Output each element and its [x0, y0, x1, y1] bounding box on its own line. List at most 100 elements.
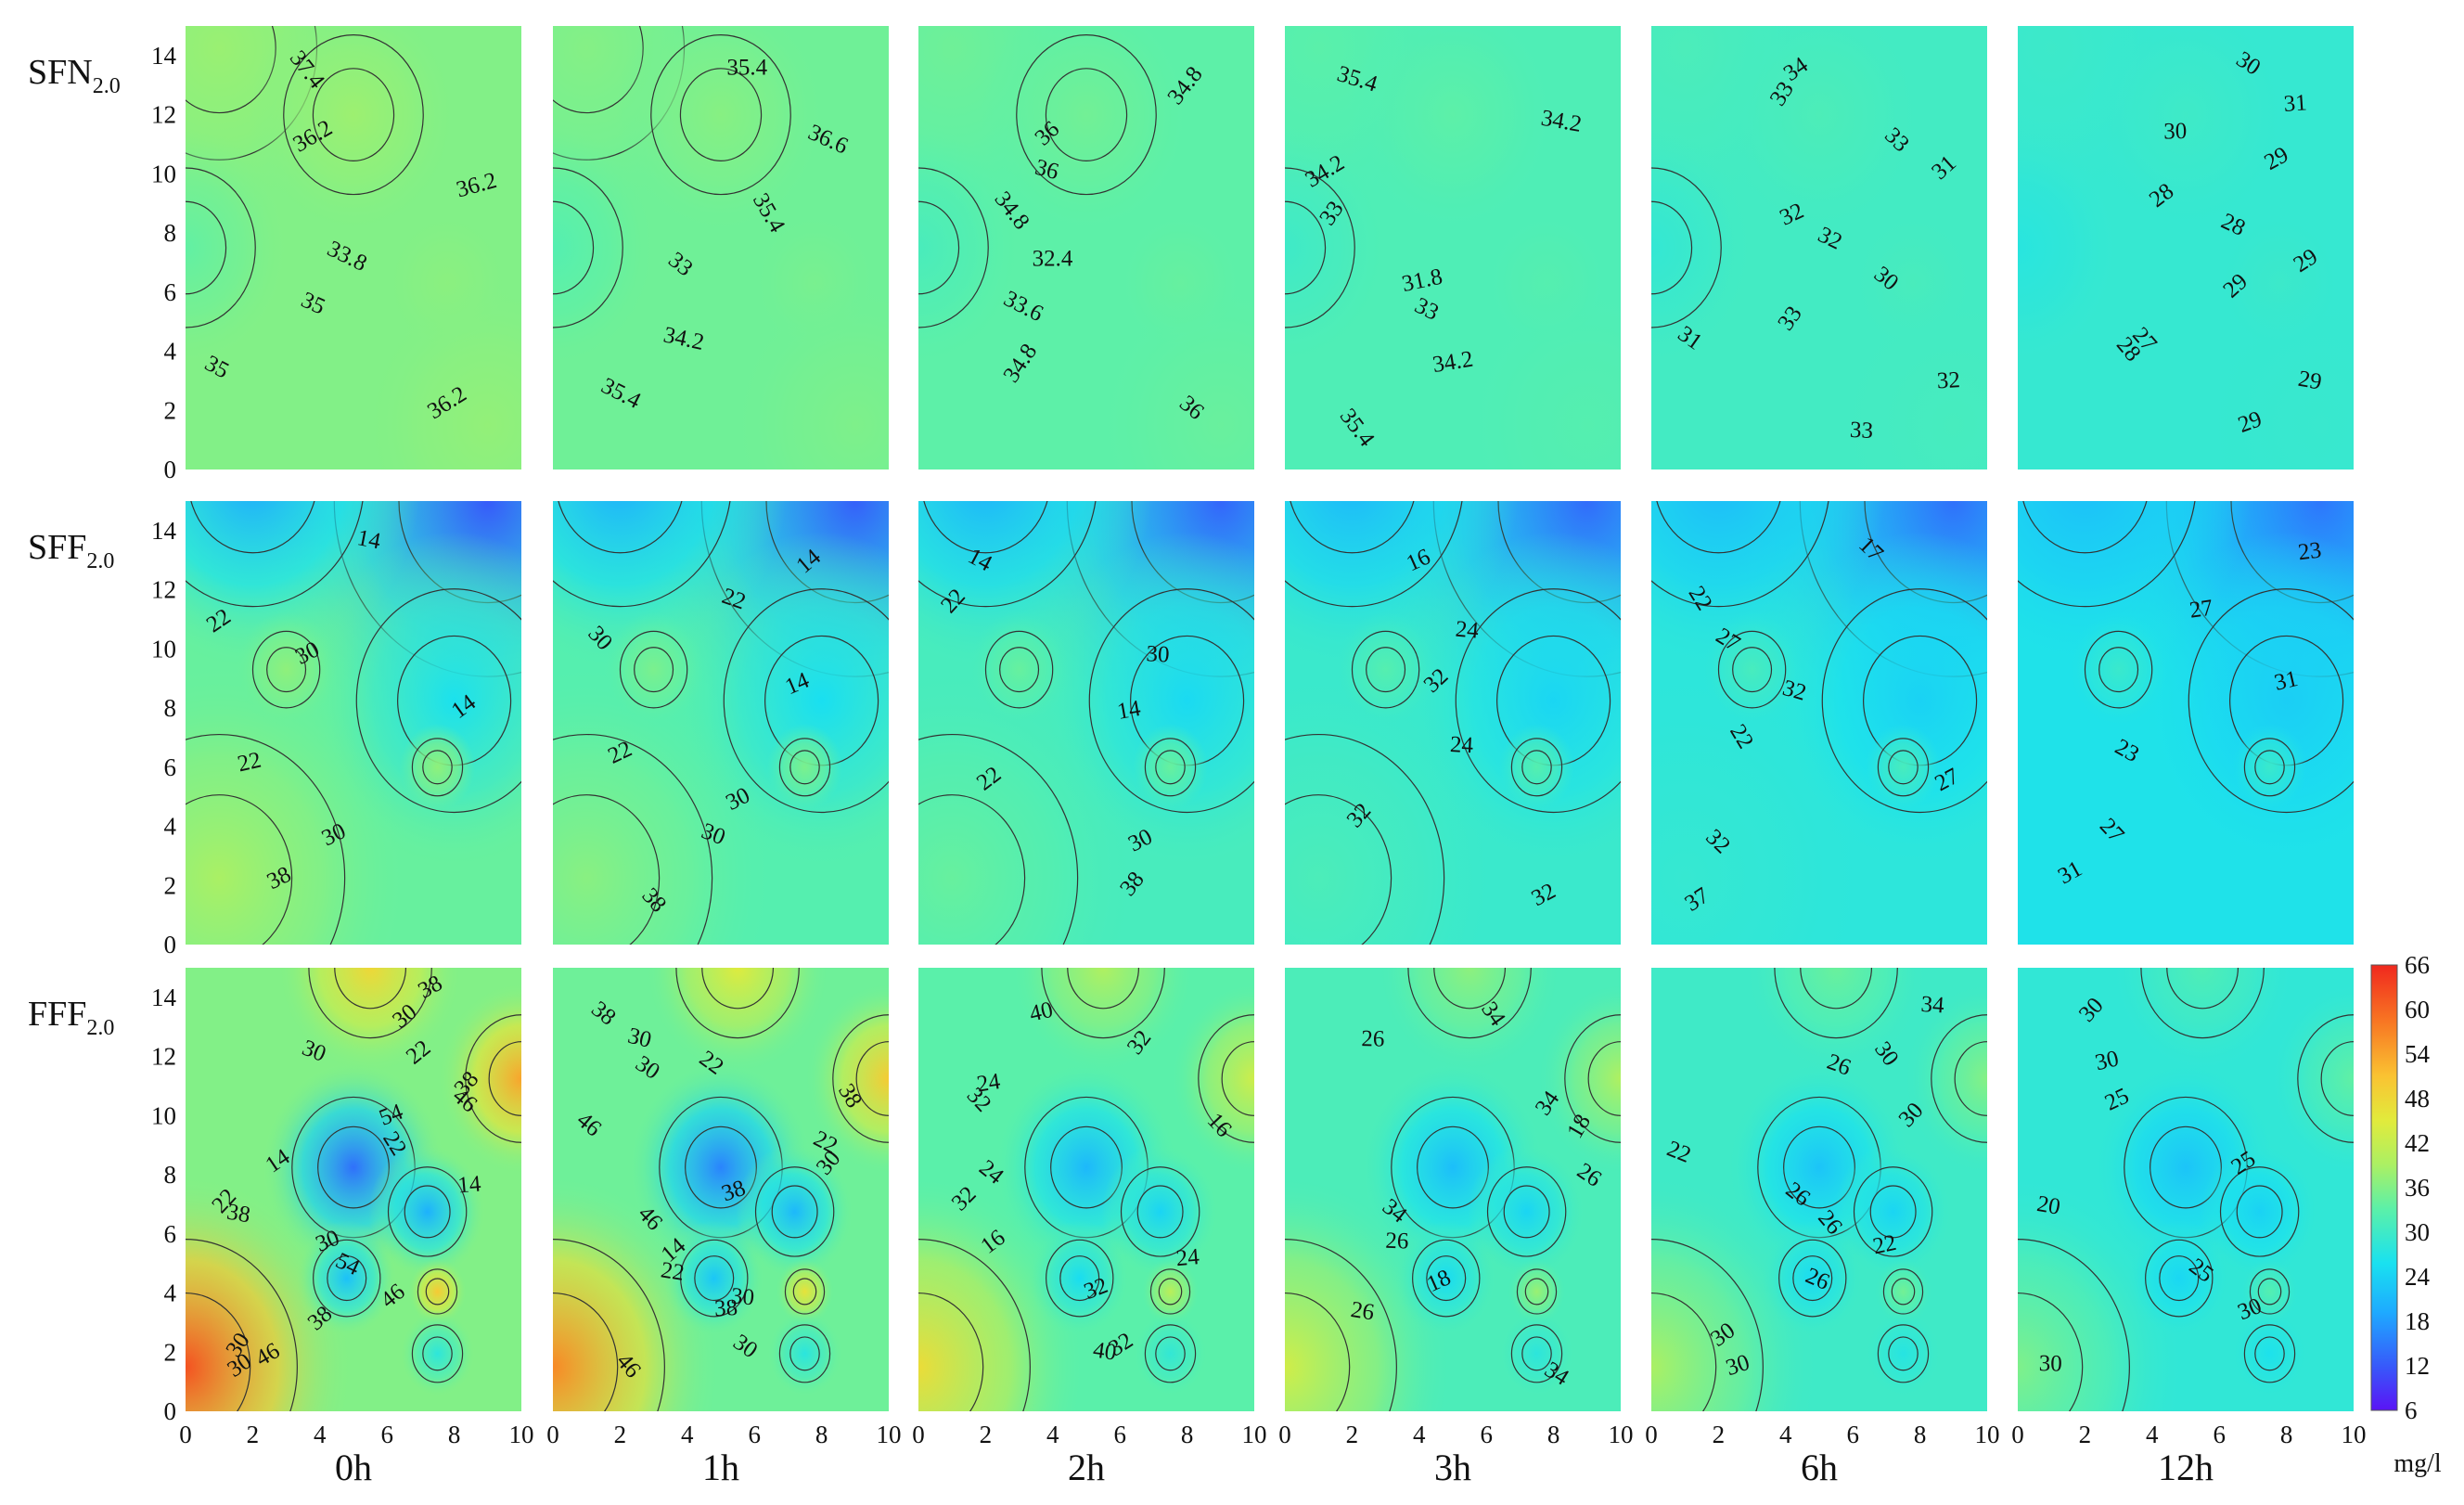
contour-line [1524, 1278, 1549, 1306]
contour-label: 40 [1027, 997, 1055, 1027]
field-blob [2269, 982, 2354, 1176]
contour-label: 30 [730, 1283, 755, 1310]
field-blob [1498, 723, 1575, 811]
colorbar-tick-label: 66 [2405, 951, 2430, 979]
contour-line [771, 1185, 818, 1239]
field-blob [553, 501, 788, 673]
contour-line [918, 1239, 1031, 1411]
field-blob [186, 1174, 353, 1411]
contour-line [1792, 1255, 1833, 1302]
contour-label: 35.4 [726, 55, 767, 80]
contour-line [553, 167, 623, 328]
x-tick-label: 8 [1914, 1421, 1927, 1448]
contour-label: 30 [1146, 641, 1170, 667]
contour-label: 30 [2093, 1046, 2121, 1075]
contour-label: 22 [236, 748, 263, 778]
colorbar-tick-label: 12 [2405, 1352, 2430, 1380]
contour-label: 14 [456, 1171, 482, 1198]
colorbar-tick-label: 54 [2405, 1040, 2431, 1068]
contour-label: 14 [355, 525, 383, 554]
x-tick-label: 10 [877, 1421, 902, 1448]
contour-line [1774, 968, 1898, 1039]
contour-line [723, 588, 889, 814]
contour-line [2084, 630, 2153, 709]
x-tick-label: 0 [912, 1421, 925, 1448]
contour-label: 24 [975, 1069, 1002, 1098]
y-tick-label: 0 [164, 1397, 177, 1425]
field-blob [804, 982, 889, 1176]
x-tick-label: 2 [2079, 1421, 2092, 1448]
x-tick-label: 6 [1480, 1421, 1493, 1448]
contour-line [1486, 1166, 1567, 1257]
colorbar-unit: mg/l [2393, 1449, 2442, 1478]
contour-line [553, 733, 713, 945]
y-tick-label: 10 [151, 1101, 176, 1129]
colorbar-tick-label: 48 [2405, 1085, 2430, 1113]
contour-line [1510, 738, 1563, 797]
field-blob [236, 611, 337, 728]
contour-line [2140, 968, 2265, 1039]
contour-line [1285, 200, 1327, 295]
contour-label: 40 [1091, 1337, 1118, 1365]
contour-line [422, 750, 453, 785]
field-blob [1095, 280, 1254, 470]
contour-label: 27 [2188, 596, 2215, 624]
contour-label: 24 [1175, 1244, 1201, 1271]
contour-label: 20 [2035, 1191, 2062, 1220]
contour-line [1290, 501, 1415, 554]
field-blob [437, 982, 521, 1176]
field-blob [736, 1144, 853, 1280]
x-tick-label: 2 [980, 1421, 993, 1448]
contour-line [1433, 968, 1507, 1010]
contour-line [1651, 1292, 1717, 1411]
field-blob [2201, 1144, 2318, 1280]
contour-line [553, 200, 595, 295]
contour-label: 26 [1361, 1026, 1384, 1051]
y-tick-label: 8 [164, 1161, 177, 1189]
contour-line [1587, 1041, 1621, 1116]
contour-line [2254, 750, 2285, 785]
colorbar-tick-label: 60 [2405, 996, 2430, 1023]
contour-label: 30 [2163, 119, 2187, 144]
contour-line [1045, 68, 1128, 161]
y-tick-label: 12 [151, 101, 176, 129]
field-blob [553, 661, 776, 945]
contour-line [186, 1239, 298, 1411]
x-tick-label: 10 [509, 1421, 534, 1448]
contour-line [694, 1255, 735, 1302]
field-blob [1762, 1220, 1864, 1337]
contour-line [999, 647, 1040, 693]
contour-line [1869, 1185, 1917, 1239]
field-blob [399, 723, 476, 811]
column-label-1h: 1h [702, 1447, 739, 1488]
field-blob [1743, 968, 1929, 1074]
field-blob [1651, 1174, 1819, 1411]
contour-line [1155, 750, 1186, 785]
colorbar-tick-label: 6 [2405, 1396, 2418, 1424]
contour-line [778, 738, 831, 797]
field-blob [2018, 126, 2124, 369]
contour-line [832, 1014, 889, 1143]
contour-line [634, 647, 674, 693]
contour-line [1651, 200, 1693, 295]
contour-line [313, 1239, 381, 1318]
colorbar-tick-label: 18 [2405, 1307, 2430, 1335]
contour-line [558, 501, 683, 554]
contour-line [2320, 1041, 2354, 1116]
contour-line [355, 588, 521, 814]
contour-line [2243, 738, 2296, 797]
contour-label: 34 [1920, 992, 1945, 1019]
field-blob [553, 126, 659, 369]
field-blob [766, 723, 843, 811]
field-blob [729, 280, 889, 470]
contour-line [792, 1278, 817, 1306]
contour-line [2254, 1336, 2285, 1371]
